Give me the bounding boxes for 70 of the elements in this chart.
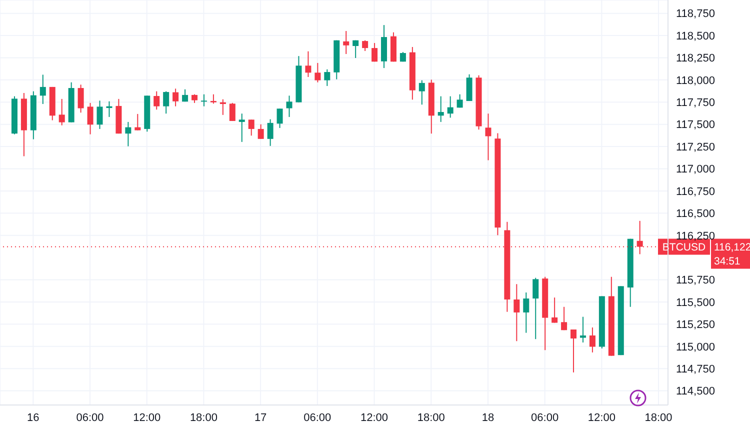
candlestick <box>229 102 236 122</box>
y-tick-label: 115,750 <box>676 274 715 287</box>
candlestick <box>580 316 586 343</box>
candlestick <box>172 88 179 107</box>
y-tick-label: 116,500 <box>676 208 715 220</box>
candlestick <box>570 329 577 373</box>
candlestick <box>267 118 274 146</box>
candlestick <box>438 96 444 122</box>
candlestick <box>589 326 596 353</box>
y-tick-label: 118,000 <box>676 74 715 87</box>
candlestick <box>324 68 330 86</box>
x-tick-label: 12:00 <box>360 412 388 424</box>
x-tick-label: 17 <box>254 412 267 424</box>
x-tick-label: 18 <box>482 412 494 424</box>
candlestick <box>58 98 65 126</box>
candlestick <box>532 277 539 340</box>
y-tick-label: 116,750 <box>676 186 715 198</box>
y-tick-label: 117,500 <box>676 119 715 132</box>
y-tick-label: 118,500 <box>676 30 715 42</box>
candlestick <box>447 96 454 118</box>
candlestick <box>343 30 350 54</box>
candlestick <box>372 42 378 62</box>
candlestick <box>514 284 520 342</box>
candlestick <box>200 94 207 107</box>
y-tick-label: 118,750 <box>676 8 715 20</box>
x-tick-label: 06:00 <box>304 412 332 424</box>
candlestick <box>523 292 530 334</box>
candlestick <box>485 113 492 161</box>
candlestick <box>248 119 254 136</box>
y-tick-label: 115,000 <box>676 341 715 354</box>
x-tick-label: 16 <box>27 412 40 424</box>
candlestick <box>210 94 216 104</box>
x-tick-label: 18:00 <box>190 412 218 424</box>
y-tick-label: 115,250 <box>676 319 715 332</box>
y-tick-label: 118,250 <box>676 52 715 65</box>
candlestick <box>352 40 359 58</box>
candlestick <box>418 80 425 106</box>
y-tick-label: 114,500 <box>676 386 715 398</box>
x-tick-label: 18:00 <box>417 412 445 424</box>
candlestick <box>163 90 170 114</box>
candlestick <box>305 50 312 78</box>
candlestick <box>362 40 368 52</box>
candlestick <box>456 94 463 108</box>
candlestick <box>87 102 94 135</box>
x-tick-label: 12:00 <box>588 412 616 424</box>
x-tick-label: 18:00 <box>644 412 672 424</box>
candlestick <box>561 306 568 331</box>
y-tick-label: 115,500 <box>676 296 715 309</box>
candlestick <box>466 74 472 102</box>
candlestick <box>552 297 558 324</box>
y-tick-label: 114,750 <box>676 363 715 376</box>
x-tick-label: 12:00 <box>133 412 161 424</box>
candlestick <box>96 100 103 130</box>
candlestick <box>40 74 46 105</box>
text: 34:51 <box>714 256 740 268</box>
candlestick <box>238 113 245 142</box>
y-tick-label: 117,750 <box>676 97 715 110</box>
y-tick-label: 117,250 <box>676 141 715 154</box>
candlestick <box>78 84 84 114</box>
candlestick <box>154 90 160 110</box>
candlestick <box>258 124 264 140</box>
candlestick <box>314 62 321 83</box>
candlestick <box>134 113 141 131</box>
candlestick <box>276 108 283 128</box>
candlestick <box>286 95 292 118</box>
x-tick-label: 06:00 <box>531 412 559 424</box>
x-tick-label: 06:00 <box>76 412 104 424</box>
candlestick <box>125 121 132 147</box>
y-tick-label: 117,000 <box>676 164 715 176</box>
candlestick <box>182 88 188 102</box>
